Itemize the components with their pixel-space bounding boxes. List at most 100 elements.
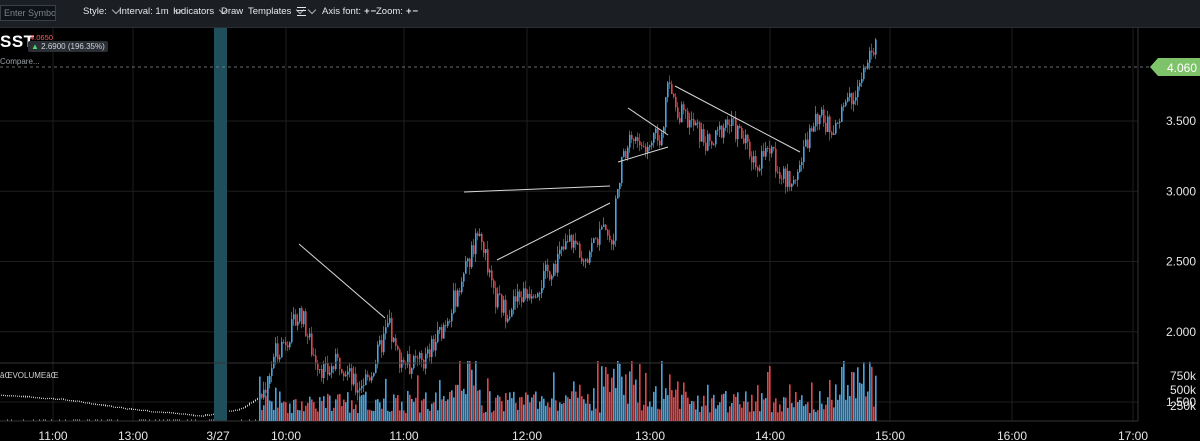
volume-bar — [811, 382, 813, 421]
candle-body — [359, 388, 361, 391]
zoom-plus-minus[interactable]: +− — [405, 6, 420, 17]
volume-bar — [259, 376, 261, 421]
volume-bar — [491, 412, 493, 421]
volume-bar — [667, 395, 669, 421]
candle-body — [851, 93, 853, 105]
candle-body — [569, 235, 571, 242]
volume-bar — [175, 419, 176, 421]
candle-body — [503, 299, 505, 313]
symbol-ticker: SST — [0, 32, 35, 51]
candle-body — [409, 354, 411, 374]
candle-body — [403, 360, 405, 364]
candle-body — [157, 411, 158, 413]
volume-bar — [697, 395, 699, 421]
volume-bar — [111, 419, 112, 421]
trendline — [496, 202, 611, 261]
candle-body — [93, 403, 94, 405]
volume-bar — [459, 361, 461, 421]
candle-body — [499, 293, 501, 295]
volume-bar — [333, 407, 335, 421]
candle-body — [813, 126, 815, 132]
candle-body — [395, 338, 397, 347]
volume-bar — [827, 397, 829, 421]
volume-bar — [723, 393, 725, 421]
candle-body — [315, 355, 317, 364]
compare-button[interactable]: Compare... — [0, 57, 40, 66]
settings-menu[interactable] — [297, 5, 317, 17]
x-tick-label: 3/27 — [206, 429, 230, 441]
candle-body — [747, 134, 749, 142]
draw-menu[interactable]: Draw — [221, 6, 246, 17]
candle-body — [47, 398, 48, 400]
x-tick-label: 11:00 — [38, 429, 67, 441]
candle-body — [775, 148, 777, 172]
candle-body — [737, 125, 739, 140]
candle-body — [163, 412, 164, 413]
volume-bar — [761, 393, 763, 421]
volume-bar — [525, 392, 527, 421]
symbol-search-input[interactable] — [0, 5, 56, 21]
candle-body — [431, 339, 433, 358]
candle-body — [255, 399, 256, 402]
candle-body — [803, 146, 805, 163]
candle-body — [95, 403, 96, 405]
volume-bar — [461, 390, 463, 421]
candle-body — [623, 151, 625, 157]
templates-menu[interactable]: Templates — [248, 5, 305, 17]
indicators-menu[interactable]: Indicators — [173, 5, 228, 17]
candle-body — [665, 97, 667, 128]
candle-body — [583, 260, 585, 262]
candle-body — [321, 369, 323, 379]
candle-body — [447, 321, 449, 326]
volume-bar — [43, 419, 44, 421]
candle-body — [515, 296, 517, 302]
volume-bar — [845, 399, 847, 421]
candle-body — [123, 407, 124, 409]
candle-body — [463, 273, 465, 282]
volume-bar — [65, 419, 66, 421]
candle-body — [329, 372, 331, 375]
volume-bar — [487, 378, 489, 421]
candle-body — [297, 321, 299, 326]
volume-bar — [721, 394, 723, 421]
candle-body — [69, 400, 70, 402]
candle-body — [355, 373, 357, 393]
volume-bar — [857, 367, 859, 421]
candle-body — [237, 409, 238, 411]
volume-bar — [339, 393, 341, 421]
volume-bar — [449, 391, 451, 421]
templates-label: Templates — [248, 6, 292, 17]
volume-bar — [687, 397, 689, 421]
candle-body — [257, 398, 258, 400]
volume-bar — [619, 363, 621, 421]
candle-body — [85, 402, 86, 404]
volume-bar — [679, 408, 681, 421]
candle-body — [625, 151, 627, 158]
candle-body — [139, 409, 140, 411]
volume-bar — [315, 408, 317, 421]
candle-body — [873, 52, 875, 55]
candle-body — [525, 288, 527, 299]
volume-bar — [735, 396, 737, 421]
candle-body — [117, 407, 118, 408]
volume-bar — [319, 397, 321, 421]
candle-body — [725, 119, 727, 128]
candle-body — [357, 390, 359, 393]
volume-bar — [87, 419, 88, 421]
volume-bar — [331, 410, 333, 421]
volume-bar — [305, 405, 307, 421]
candle-body — [643, 146, 645, 147]
style-menu[interactable]: Style: — [83, 5, 121, 17]
candle-body — [143, 410, 144, 411]
volume-tick-label: 750k — [1170, 369, 1197, 383]
volume-bar — [499, 396, 501, 421]
candle-body — [29, 396, 30, 398]
candle-body — [91, 403, 92, 405]
volume-bar — [307, 402, 309, 421]
trendline — [627, 107, 669, 136]
candle-body — [481, 233, 483, 243]
y-tick-label: 3.000 — [1166, 184, 1196, 198]
interval-menu[interactable]: Interval: 1m — [119, 5, 182, 17]
axis-font-plus-minus[interactable]: +− — [364, 6, 378, 17]
